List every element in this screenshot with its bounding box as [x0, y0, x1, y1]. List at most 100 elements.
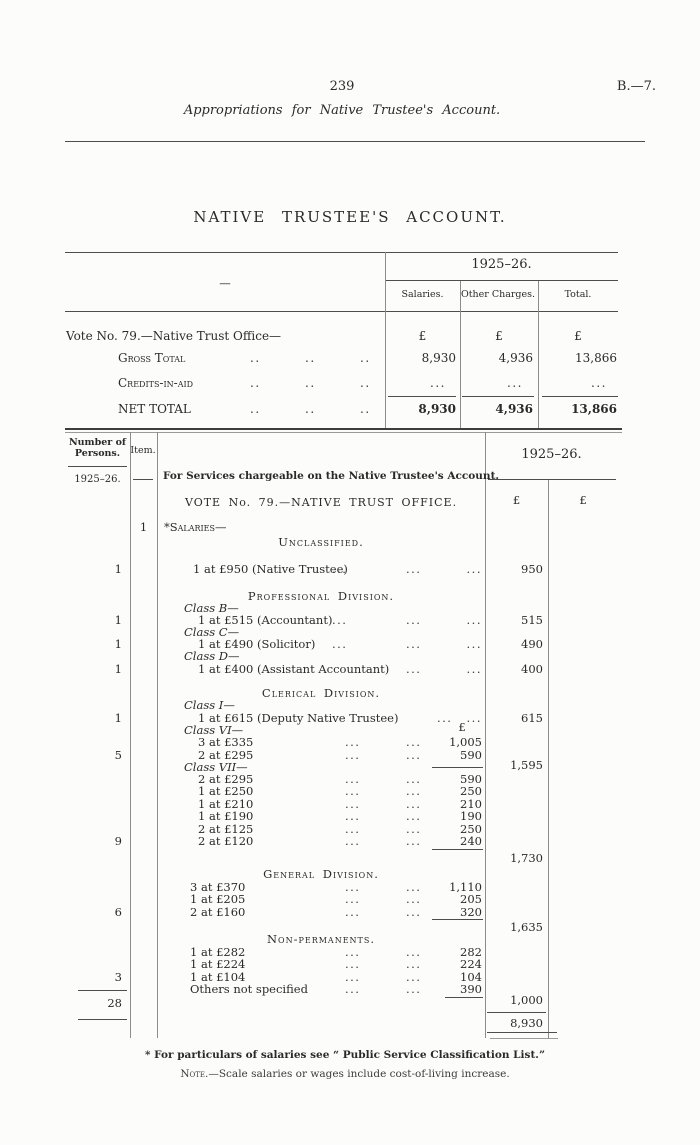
row-label: 1 at £210 — [198, 797, 254, 811]
division-heading: Clerical Division. — [261, 686, 381, 700]
dot-leader: ... — [345, 945, 361, 959]
sub-cell: ... — [466, 613, 482, 627]
row-label: 1 at £104 — [190, 970, 246, 984]
empty-cell-dash: — — [219, 276, 231, 290]
dot-leader: ... — [406, 797, 422, 811]
dot-leader: ... — [345, 809, 361, 823]
currency-sign: £ — [495, 329, 503, 343]
division-heading: Non-permanents. — [266, 932, 376, 946]
dot-leader: ... — [345, 982, 361, 996]
dot-leader: ... — [332, 613, 348, 627]
row-label-credits-in-aid: Credits-in-aid — [118, 376, 194, 390]
dot-leader: .. — [305, 376, 316, 390]
page-title: NATIVE TRUSTEE'S ACCOUNT. — [193, 208, 507, 226]
sum-rule — [542, 396, 618, 397]
sub-cell: ... — [466, 637, 482, 651]
persons-count: 1 — [114, 662, 122, 676]
sub-cell: 250 — [460, 822, 482, 836]
class-label: Class C— — [184, 625, 240, 639]
subtotal-cell: 1,730 — [510, 851, 543, 865]
dot-leader: ... — [406, 957, 422, 971]
dot-leader: ... — [406, 662, 422, 676]
dot-leader: ... — [345, 880, 361, 894]
row-label: 2 at £120 — [198, 834, 254, 848]
row-label-net-total: NET TOTAL — [118, 402, 191, 416]
header-underline — [488, 479, 616, 480]
sub-cell: 590 — [460, 748, 482, 762]
subtotal-cell: 1,000 — [510, 993, 543, 1007]
dot-leader: ... — [406, 637, 422, 651]
dot-leader: ... — [406, 613, 422, 627]
dot-leader: ... — [345, 772, 361, 786]
net-total-value: 13,866 — [571, 402, 617, 416]
dot-leader: .. — [250, 402, 261, 416]
dot-leader: .. — [305, 402, 316, 416]
dot-leader: ... — [406, 735, 422, 749]
item-number: 1 — [139, 520, 148, 534]
item-header-dash — [133, 479, 153, 480]
gross-salaries-value: 8,930 — [421, 351, 456, 365]
currency-sign: £ — [574, 329, 582, 343]
amount-cell: 400 — [521, 662, 543, 676]
persons-count: 5 — [114, 748, 122, 762]
row-label: 2 at £295 — [198, 748, 254, 762]
sub-cell: ... — [466, 562, 482, 576]
dot-leader: ... — [406, 834, 422, 848]
class-label: Class B— — [184, 601, 239, 615]
sum-rule — [462, 396, 534, 397]
dot-leader: ... — [332, 637, 348, 651]
sub-cell: 210 — [460, 797, 482, 811]
col-header-other-charges: Other Charges. — [460, 289, 536, 300]
credits-total-value: ... — [591, 376, 607, 390]
credits-salaries-value: ... — [430, 376, 446, 390]
total-rule-light — [490, 1038, 558, 1039]
persons-total: 28 — [107, 996, 122, 1010]
note-text: —Scale salaries or wages include cost-of… — [208, 1068, 510, 1080]
sub-cell: 390 — [460, 982, 482, 996]
dot-leader: ... — [345, 822, 361, 836]
dot-leader: ... — [437, 711, 453, 725]
persons-count: 3 — [114, 970, 122, 984]
table-rule — [65, 252, 618, 253]
persons-count: 1 — [114, 711, 122, 725]
dot-leader: .. — [250, 351, 261, 365]
table-rule — [65, 311, 618, 312]
row-label: 3 at £335 — [198, 735, 254, 749]
dot-leader: ... — [406, 562, 422, 576]
row-label: 1 at £950 (Native Trustee) — [193, 562, 348, 576]
dot-leader: ... — [406, 982, 422, 996]
class-label: Class VII— — [184, 760, 248, 774]
sum-rule — [432, 919, 483, 920]
dot-leader: ... — [406, 772, 422, 786]
column-rule — [130, 432, 131, 1038]
row-label: 1 at £190 — [198, 809, 254, 823]
table-rule — [385, 280, 618, 281]
persons-count: 9 — [114, 834, 122, 848]
sub-cell: 320 — [460, 905, 482, 919]
row-label: 3 at £370 — [190, 880, 246, 894]
dot-leader: .. — [360, 402, 371, 416]
column-rule — [157, 432, 158, 1038]
dot-leader: ... — [406, 822, 422, 836]
persons-count: 6 — [114, 905, 122, 919]
page-number: 239 — [329, 79, 355, 94]
footnote-asterisk: * For particulars of salaries see “ Publ… — [145, 1049, 545, 1061]
row-label: 1 at £515 (Accountant) — [198, 613, 333, 627]
division-heading: Unclassified. — [278, 535, 364, 549]
dot-leader: ... — [406, 945, 422, 959]
grand-total-cell: 8,930 — [510, 1016, 543, 1030]
header-rule — [65, 141, 645, 142]
persons-count: 1 — [114, 562, 122, 576]
persons-column-header: Number of Persons. — [68, 437, 127, 459]
sub-cell: 190 — [460, 809, 482, 823]
dot-leader: .. — [360, 351, 371, 365]
dot-leader: ... — [345, 957, 361, 971]
amount-cell: 615 — [521, 711, 543, 725]
sub-cell: ... — [466, 711, 482, 725]
currency-sign: £ — [579, 493, 587, 507]
column-rule — [538, 281, 539, 428]
item-column-header: Item. — [130, 445, 156, 456]
sub-cell: 205 — [460, 892, 482, 906]
column-rule — [548, 479, 549, 1038]
